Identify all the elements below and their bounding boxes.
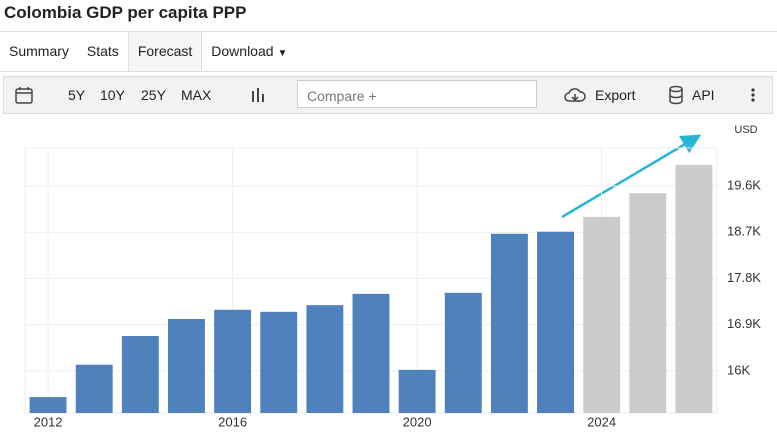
bar bbox=[629, 193, 667, 413]
bar bbox=[537, 231, 574, 413]
chart-type-icon[interactable] bbox=[250, 87, 266, 103]
bar bbox=[398, 369, 436, 413]
api-button[interactable]: API bbox=[692, 87, 715, 103]
y-tick-label: 19.6K bbox=[727, 177, 761, 192]
bar bbox=[352, 293, 390, 413]
range-button[interactable]: 10Y bbox=[100, 87, 125, 103]
tab[interactable]: Forecast bbox=[127, 32, 203, 71]
chart: USD 16K 16.9K 17.8K 18.7K 19.6K 2012 2016 2020 2… bbox=[24, 124, 761, 429]
y-tick-label: 18.7K bbox=[727, 224, 761, 239]
export-button[interactable]: Export bbox=[595, 87, 636, 103]
page-title: Colombia GDP per capita PPP bbox=[4, 3, 247, 22]
bar bbox=[121, 335, 159, 413]
api-icon[interactable] bbox=[668, 85, 684, 105]
bar bbox=[214, 309, 252, 413]
tab[interactable]: Download ▼ bbox=[202, 32, 296, 71]
bar bbox=[29, 397, 67, 413]
bar bbox=[260, 311, 298, 413]
more-menu[interactable] bbox=[750, 87, 756, 103]
export-icon[interactable] bbox=[564, 86, 586, 104]
tab[interactable]: Stats bbox=[86, 43, 119, 59]
compare-input[interactable]: Compare + bbox=[297, 80, 537, 108]
x-tick-label: 2024 bbox=[587, 414, 616, 429]
dropdown-caret: ▼ bbox=[277, 48, 288, 59]
tab-bar: Summary Stats Forecast Download ▼ bbox=[0, 31, 777, 72]
x-tick-label: 2020 bbox=[403, 414, 432, 429]
bar bbox=[444, 292, 482, 413]
range-button[interactable]: 5Y bbox=[68, 87, 86, 103]
bar bbox=[75, 364, 113, 413]
axis-unit: USD bbox=[734, 124, 757, 136]
bar bbox=[675, 164, 713, 413]
bar bbox=[168, 319, 205, 413]
bar bbox=[306, 305, 344, 413]
tab-label: Download bbox=[211, 43, 274, 59]
x-tick-label: 2016 bbox=[218, 414, 247, 429]
bar bbox=[490, 233, 528, 413]
y-tick-label: 16.9K bbox=[727, 316, 761, 331]
tab[interactable]: Summary bbox=[9, 43, 69, 59]
y-tick-label: 17.8K bbox=[727, 270, 761, 285]
x-tick-label: 2012 bbox=[34, 414, 63, 429]
toolbar: 5Y 10Y 25Y MAX Compare + Export API bbox=[3, 76, 773, 114]
trend-arrow bbox=[561, 134, 702, 219]
y-tick-label: 16K bbox=[727, 362, 750, 377]
range-button[interactable]: MAX bbox=[181, 87, 212, 103]
bar bbox=[583, 216, 621, 413]
calendar-icon[interactable] bbox=[15, 86, 33, 104]
range-button[interactable]: 25Y bbox=[141, 87, 166, 103]
